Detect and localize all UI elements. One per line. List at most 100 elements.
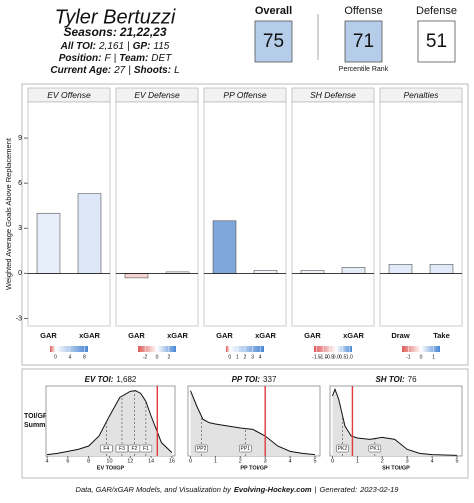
x-tick-label: 2 (239, 458, 242, 464)
info-label: Seasons: (63, 25, 116, 39)
x-tick-label: 4 (431, 458, 434, 464)
legend-tick-label: -1.5 (312, 354, 321, 360)
x-tick-label: GAR (40, 331, 57, 340)
bar (429, 264, 454, 274)
footer-text: Data, GAR/xGAR Models, and Visualization… (76, 485, 233, 494)
legend-tick-label: 4 (259, 354, 262, 360)
panel-title: PP Offense (223, 90, 266, 100)
rating-note: Percentile Rank (339, 66, 389, 73)
title-label: PP TOI: (232, 375, 261, 384)
marker-label-box (239, 444, 252, 453)
plot-area (203, 101, 287, 327)
legend-tick-label: -1.0 (319, 354, 328, 360)
info-value: 21,22,23 (119, 25, 167, 39)
info-label: Team: (119, 53, 148, 64)
player-name: Tyler Bertuzzi (55, 6, 176, 28)
footer-generated: 2023-02-19 (359, 485, 399, 494)
legend-tick-label: 1.0 (346, 354, 353, 360)
x-tick-label: GAR (216, 331, 233, 340)
rating-label: Defense (416, 5, 457, 17)
x-tick-label: GAR (128, 331, 145, 340)
rating-box (417, 20, 456, 63)
rating-value: 71 (353, 31, 374, 52)
rating-value: 75 (263, 31, 284, 52)
x-axis-title: PP TOI/GP (240, 465, 268, 471)
x-tick-label: xGAR (167, 331, 188, 340)
legend-tick-label: 0.5 (339, 354, 346, 360)
footer: Data, GAR/xGAR Models, and Visualization… (76, 485, 400, 494)
legend-tick-label: 0 (54, 354, 57, 360)
info-value: L (174, 65, 180, 76)
marker-label-box (139, 444, 153, 453)
legend-tick-label: -2 (143, 354, 148, 360)
bar (388, 264, 413, 274)
x-tick-label: 0 (189, 458, 192, 464)
density-line (332, 387, 458, 456)
legend-tick-label: 1 (432, 354, 435, 360)
info-label: Current Age: (50, 65, 111, 76)
bar (253, 270, 278, 274)
bar-section-frame (21, 83, 469, 366)
x-tick-label: 1 (356, 458, 359, 464)
legend-colorbar (314, 346, 352, 352)
panel-title: EV Offense (47, 90, 91, 100)
info-line: Current Age: 27 | Shoots: L (50, 65, 179, 76)
info-label: GP: (133, 41, 151, 52)
x-tick-label: 3 (406, 458, 409, 464)
legend-tick-label: 2 (167, 354, 170, 360)
info-value: F (104, 53, 111, 64)
bar (124, 273, 149, 279)
bar (341, 267, 366, 274)
legend-tick-label: 0 (420, 354, 423, 360)
x-tick-label: 5 (455, 458, 458, 464)
marker-label-box (336, 444, 349, 453)
panel-title: PP TOI: 337 (232, 375, 277, 384)
x-tick-label: 10 (106, 458, 112, 464)
legend-tick-label: 8 (83, 354, 86, 360)
legend-tick-label: 0 (228, 354, 231, 360)
info-label: Shoots: (134, 65, 171, 76)
legend-tick-label: 0.0 (333, 354, 340, 360)
marker-label: PP1 (241, 446, 251, 452)
footer-generated-label: Generated: (320, 485, 358, 494)
bar (36, 212, 61, 274)
x-tick-label: 2 (381, 458, 384, 464)
x-tick-label: 6 (66, 458, 69, 464)
rating-label: Overall (255, 5, 292, 17)
panel-title: EV Defense (134, 90, 180, 100)
plot-area (379, 101, 463, 327)
density-fill (190, 390, 316, 456)
section-label: TOI/GP (24, 413, 48, 420)
density-fill (332, 389, 458, 456)
x-tick-label: 4 (289, 458, 292, 464)
info-value: 2,161 (98, 41, 124, 52)
title-value: 76 (408, 375, 417, 384)
info-label: All TOI: (60, 41, 96, 52)
x-tick-label: 12 (127, 458, 133, 464)
separator: | (128, 65, 131, 76)
info-value: 115 (153, 41, 169, 52)
marker-label: PK2 (338, 446, 348, 452)
x-tick-label: 14 (148, 458, 154, 464)
x-tick-label: Draw (391, 331, 410, 340)
marker-label-box (195, 444, 208, 453)
marker-label: F4 (103, 446, 109, 452)
rating-value: 51 (426, 31, 447, 52)
x-tick-label: GAR (304, 331, 321, 340)
x-axis-title: SH TOI/GP (382, 465, 410, 471)
y-tick-label: 0 (18, 270, 22, 277)
plot-area (115, 101, 199, 327)
separator: | (127, 41, 130, 52)
bar (300, 270, 325, 274)
info-value: 27 (113, 65, 126, 76)
density-fill (47, 390, 172, 456)
separator: | (114, 53, 117, 64)
x-tick-label: xGAR (343, 331, 364, 340)
marker-label: F2 (132, 446, 138, 452)
x-tick-label: 5 (313, 458, 316, 464)
panel-title: EV TOI: 1,682 (85, 375, 137, 384)
x-axis-title: EV TOI/GP (97, 465, 125, 471)
x-tick-label: 16 (169, 458, 175, 464)
title-value: 337 (263, 375, 277, 384)
legend-tick-label: -0.5 (325, 354, 334, 360)
